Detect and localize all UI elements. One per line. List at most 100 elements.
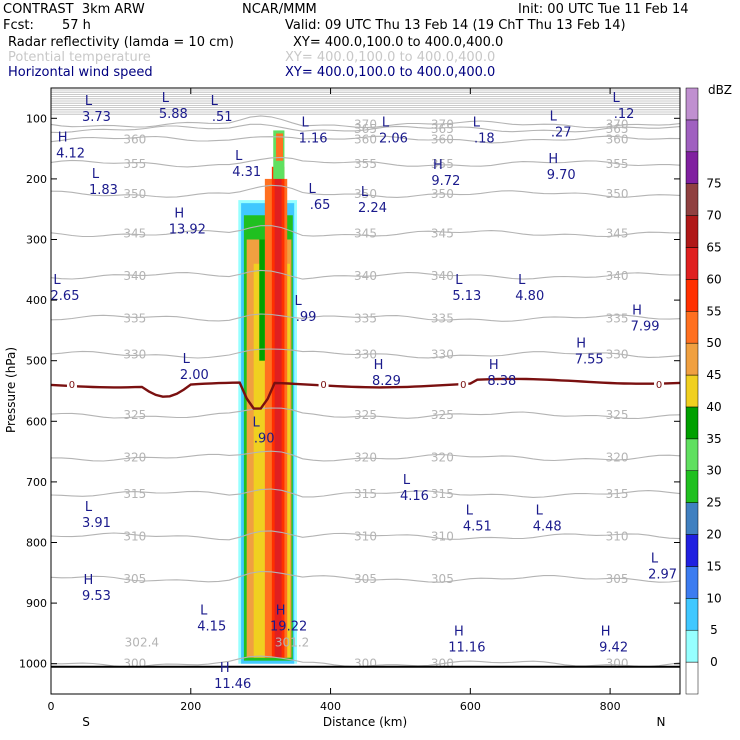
theta-contour-label: 300 [606, 657, 629, 671]
theta-contour-label: 335 [606, 311, 629, 325]
theta-contour-line [50, 115, 681, 129]
theta-contour-label: 300 [431, 657, 454, 671]
colorbar-tick-label: 65 [706, 240, 721, 254]
wind-extremum-value: 8.29 [372, 374, 401, 389]
wind-extremum-value: .65 [310, 198, 331, 213]
wind-extremum-type: H [374, 358, 384, 373]
theta-contour-label: 305 [123, 572, 146, 586]
colorbar-tick-label: 55 [706, 304, 721, 318]
colorbar-swatch [685, 342, 699, 376]
theta-contour-label: 355 [123, 157, 146, 171]
wind-extremum-type: L [200, 603, 208, 618]
field-xy-theta: XY= 400.0,100.0 to 400.0,400.0 [285, 50, 496, 65]
freezing-level-label: 0 [69, 380, 75, 391]
wind-extremum-type: L [294, 294, 302, 309]
wind-extremum-value: 4.31 [232, 165, 261, 180]
colorbar-swatch [685, 534, 699, 567]
wind-extremum-value: 4.51 [463, 519, 492, 534]
colorbar-swatch [685, 87, 699, 121]
theta-contour-label: 335 [354, 311, 377, 325]
wind-extremum-type: L [612, 91, 620, 106]
theta-contour-line [50, 184, 681, 198]
theta-contour-label: 355 [606, 157, 629, 171]
theta-contour-label: 315 [354, 487, 377, 501]
wind-extremum-type: L [466, 503, 474, 518]
wind-extremum-type: H [601, 624, 611, 639]
colorbar-tick-label: 20 [706, 528, 721, 542]
colorbar-swatch [685, 374, 699, 408]
wind-extremum-type: H [84, 573, 94, 588]
theta-contour-label: 305 [431, 572, 454, 586]
wind-extremum-value: 4.48 [533, 519, 562, 534]
wind-extremum-type: H [548, 152, 558, 167]
colorbar-tick-label: 10 [706, 591, 721, 605]
field-name-theta: Potential temperature [8, 50, 151, 65]
reflectivity-region [274, 148, 282, 658]
theta-contour-label: 335 [431, 311, 454, 325]
y-tick-label: 600 [26, 415, 47, 428]
forecast-label: Fcst: [3, 18, 34, 33]
wind-extremum-value: 5.88 [159, 107, 188, 122]
x-end-label-north: N [657, 715, 666, 729]
wind-extremum-value: 9.42 [599, 640, 628, 655]
theta-contour-label: 330 [354, 348, 377, 362]
wind-extremum-value: .27 [551, 125, 572, 140]
theta-contour-label: 355 [354, 157, 377, 171]
theta-contour-label: 370 [354, 117, 377, 131]
wind-extremum-value: 7.99 [631, 319, 660, 334]
theta-contour-label: 340 [606, 269, 629, 283]
theta-contour-label: 360 [123, 133, 146, 147]
theta-contour-label: 350 [431, 187, 454, 201]
wind-extremum-type: L [361, 185, 369, 200]
x-tick-label: 0 [48, 700, 55, 713]
wind-extremum-value: 4.12 [56, 147, 85, 162]
theta-contour-label: 325 [354, 408, 377, 422]
wind-extremum-value: .18 [474, 131, 495, 146]
wind-extremum-value: .99 [296, 310, 317, 325]
wind-extremum-value: 8.38 [487, 374, 516, 389]
y-tick-label: 500 [26, 355, 47, 368]
wind-extremum-value: 11.16 [448, 640, 485, 655]
x-tick-label: 800 [600, 700, 621, 713]
theta-contour-label: 340 [354, 269, 377, 283]
wind-extremum-type: L [235, 149, 243, 164]
wind-extremum-type: H [433, 158, 443, 173]
freezing-label-bg [66, 377, 77, 390]
x-tick-label: 600 [460, 700, 481, 713]
theta-contour-label: 365 [431, 122, 454, 136]
freezing-label-bg [458, 377, 469, 390]
wind-extremum-value: 2.24 [358, 201, 387, 216]
y-tick-label: 900 [26, 597, 47, 610]
wind-extremum-value: 1.83 [89, 183, 118, 198]
wind-extremum-type: L [85, 500, 93, 515]
theta-contour-label: 350 [123, 187, 146, 201]
x-end-label-south: S [82, 715, 90, 729]
colorbar-tick-label: 60 [706, 272, 721, 286]
wind-extremum-value: 2.06 [379, 131, 408, 146]
colorbar-swatch [685, 151, 699, 184]
theta-contour-label: 320 [606, 451, 629, 465]
theta-point-label: 301.2 [275, 635, 309, 649]
y-tick-label: 700 [26, 476, 47, 489]
wind-extremum-value: 9.53 [82, 589, 111, 604]
theta-point-label: 302.4 [125, 635, 159, 649]
wind-extremum-type: H [576, 337, 586, 352]
wind-extremum-type: L [211, 94, 219, 109]
colorbar-tick-label: 25 [706, 496, 721, 510]
field-xy-wind: XY= 400.0,100.0 to 400.0,400.0 [285, 65, 496, 80]
colorbar-swatch [685, 598, 699, 631]
colorbar-swatch [685, 279, 699, 312]
model-title: CONTRAST 3km ARW [3, 2, 145, 17]
wind-extremum-type: H [58, 131, 68, 146]
theta-contour-label: 360 [431, 133, 454, 147]
y-tick-label: 400 [26, 294, 47, 307]
wind-extremum-value: 2.97 [648, 568, 677, 583]
theta-contour-label: 330 [431, 348, 454, 362]
wind-extremum-value: 1.16 [299, 131, 328, 146]
wind-extremum-type: H [276, 603, 286, 618]
colorbar-tick-label: 50 [706, 336, 721, 350]
colorbar-swatch [685, 566, 699, 599]
wind-extremum-type: L [301, 115, 309, 130]
field-name-wind: Horizontal wind speed [8, 65, 153, 80]
